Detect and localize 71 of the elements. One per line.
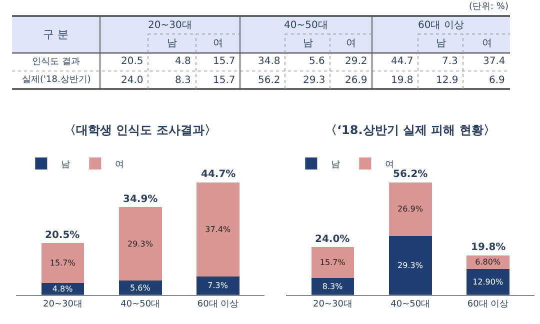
category-label: 40~50대 (284, 20, 328, 31)
total-label: 56.2% (393, 169, 428, 180)
legend-label: 여 (385, 160, 394, 170)
category-label: 남 (167, 38, 177, 49)
total-label: 34.9% (123, 194, 158, 205)
text: 5.6 (309, 56, 325, 67)
text: 37.4 (483, 56, 506, 67)
total-label: 24.0% (315, 234, 350, 245)
bar (389, 182, 432, 236)
data-label: 7.3% (208, 281, 228, 290)
category-label: 남 (303, 38, 313, 49)
text: 8.3 (175, 75, 191, 86)
category-label: 60대 이상 (418, 20, 464, 31)
x-tick-label: 60대 이상 (467, 300, 509, 310)
data-label: 26.9% (397, 204, 424, 214)
category-label: 여 (346, 38, 356, 49)
text: 12.9 (436, 75, 458, 86)
total-label: 19.8% (471, 242, 506, 253)
data-label: 29.3% (127, 239, 154, 248)
data-label: 5.6% (130, 283, 151, 292)
text: 26.9 (345, 75, 368, 86)
data-label: 15.7% (50, 258, 76, 268)
category-label: 실제('18.상반기) (22, 75, 91, 85)
text: 20.5 (121, 56, 144, 67)
text: 6.9 (489, 75, 505, 86)
text: 19.8 (391, 75, 414, 86)
bar (389, 236, 432, 295)
text: 4.8 (175, 56, 191, 67)
text: 34.8 (258, 56, 280, 67)
category-label: 여 (213, 38, 223, 49)
bar (311, 278, 354, 295)
data-label: 8.3% (322, 282, 344, 292)
data-label: 15.7% (320, 258, 346, 267)
legend-label: 여 (115, 160, 124, 170)
text: 29.2 (345, 56, 368, 67)
chart-title: 〈대학생 인식도 조사결과〉 (64, 123, 216, 137)
category-label: 여 (482, 38, 492, 49)
bar (466, 269, 510, 295)
text: (단위: %) (469, 2, 508, 12)
legend-label: 남 (331, 160, 340, 170)
x-tick-label: 40~50대 (120, 300, 160, 310)
category-label: 인식도 결과 (32, 57, 80, 67)
bar (311, 246, 354, 278)
total-label: 44.7% (201, 169, 236, 180)
data-label: 6.80% (475, 258, 501, 267)
category-label: 남 (436, 38, 446, 49)
data-label: 4.8% (52, 284, 74, 294)
data-label: 12.90% (472, 277, 504, 286)
bar (196, 276, 240, 295)
bar (41, 243, 84, 283)
chart-title: 〈‘18.상반기 실제 피해 현황〉 (325, 123, 496, 137)
text: 29.3 (303, 75, 326, 86)
text: 15.7 (213, 56, 236, 67)
bar (119, 280, 162, 295)
bar (196, 182, 240, 276)
text: 15.7 (213, 75, 236, 86)
x-tick-label: 40~50대 (390, 300, 430, 310)
data-label: 37.4% (205, 224, 231, 234)
data-label: 29.3% (397, 260, 424, 270)
total-label: 20.5% (45, 230, 80, 241)
text: 24.0 (121, 75, 144, 86)
category-label: 20~30대 (148, 20, 192, 31)
x-tick-label: 20~30대 (313, 300, 352, 310)
legend-label: 남 (61, 160, 70, 170)
text: 56.2 (258, 75, 280, 86)
x-tick-label: 60대 이상 (197, 300, 239, 310)
x-tick-label: 20~30대 (43, 300, 82, 310)
text: 44.7 (391, 56, 414, 67)
text: 7.3 (442, 56, 458, 67)
text: 구 분 (43, 28, 68, 41)
bar (119, 206, 162, 281)
